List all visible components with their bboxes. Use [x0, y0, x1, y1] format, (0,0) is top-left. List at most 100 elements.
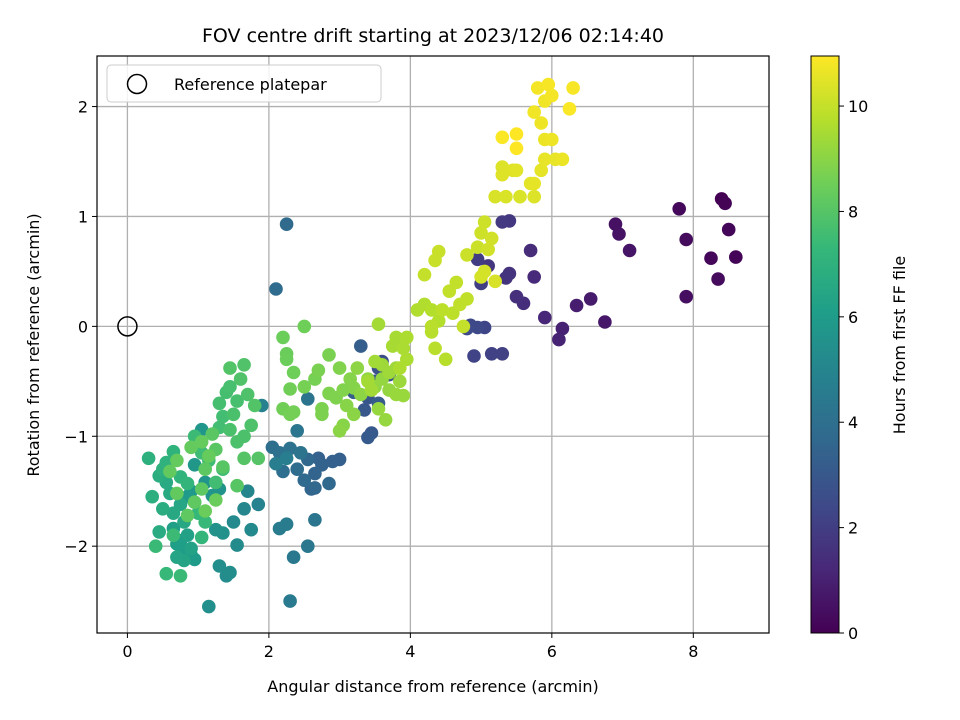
data-point [166, 528, 181, 542]
data-point [499, 189, 513, 204]
data-point [527, 176, 541, 191]
data-point [612, 227, 626, 241]
data-point [223, 380, 237, 394]
data-point [679, 289, 693, 304]
data-point [308, 481, 322, 495]
data-point [562, 102, 577, 116]
x-tick-label: 8 [688, 642, 698, 661]
data-point [424, 319, 439, 334]
data-point [470, 240, 485, 254]
data-point [269, 282, 283, 296]
data-point [194, 530, 209, 545]
y-tick-label: 0 [78, 317, 88, 336]
y-tick-label: 2 [78, 98, 88, 117]
data-point [237, 358, 251, 372]
y-tick-label: −1 [64, 427, 88, 446]
data-point [371, 317, 386, 332]
data-point [322, 348, 336, 362]
data-point [545, 132, 559, 147]
data-point [488, 274, 503, 289]
data-point [569, 298, 584, 313]
data-point [286, 405, 301, 419]
data-point [357, 403, 372, 417]
data-point [396, 341, 411, 356]
data-point [283, 382, 297, 396]
data-point [424, 303, 439, 317]
data-point [509, 163, 524, 178]
data-point [354, 387, 368, 402]
data-point [301, 392, 315, 406]
data-point [180, 476, 195, 491]
data-point [279, 451, 294, 466]
data-point [194, 482, 209, 496]
x-tick-label: 4 [405, 642, 415, 661]
data-point [152, 525, 166, 539]
data-point [438, 352, 453, 367]
data-point [148, 539, 163, 553]
data-point [499, 271, 513, 285]
data-point [279, 352, 294, 367]
data-point [230, 538, 244, 552]
y-tick-label: 1 [78, 207, 88, 226]
data-point [467, 349, 481, 363]
y-axis-label: Rotation from reference (arcmin) [24, 213, 43, 476]
data-point [187, 458, 202, 472]
data-point [251, 451, 266, 466]
colorbar-tick-label: 4 [848, 413, 858, 432]
y-tick-label: −2 [64, 537, 88, 556]
data-point [332, 424, 347, 438]
data-point [449, 275, 464, 290]
data-point [538, 310, 552, 325]
data-point [145, 489, 159, 504]
data-point [566, 81, 580, 95]
data-point [704, 251, 718, 265]
data-point [679, 232, 693, 247]
data-point [286, 550, 301, 564]
data-point [308, 513, 322, 527]
data-point [209, 475, 223, 490]
data-point [456, 319, 471, 334]
data-point [311, 363, 326, 378]
data-point [460, 292, 474, 306]
data-point [223, 361, 237, 375]
data-point [474, 270, 488, 284]
data-point [212, 559, 227, 573]
data-point [545, 88, 559, 103]
x-tick-label: 6 [547, 642, 557, 661]
colorbar-tick-label: 10 [848, 97, 868, 116]
colorbar-label: Hours from first FF file [890, 256, 909, 435]
data-point [484, 347, 499, 361]
data-point [159, 566, 174, 581]
data-point [297, 473, 312, 488]
plot-frame [96, 55, 770, 634]
data-point [509, 289, 524, 304]
data-point [226, 515, 241, 529]
data-point [378, 413, 393, 427]
data-point [470, 252, 485, 267]
data-point [721, 222, 736, 237]
data-point [332, 361, 347, 375]
data-point [216, 460, 230, 474]
data-point [428, 341, 442, 356]
data-point [244, 522, 258, 537]
data-point [322, 476, 336, 491]
data-point [209, 522, 223, 537]
data-point [598, 315, 612, 329]
data-point [523, 243, 538, 258]
data-point [583, 292, 598, 306]
data-point [308, 466, 322, 481]
data-point [170, 453, 184, 468]
reference-marker-layer [117, 316, 138, 337]
data-point [361, 430, 375, 445]
data-point [205, 427, 220, 441]
x-axis-ticks: 0 2 4 6 8 [122, 633, 698, 661]
data-point [527, 105, 541, 119]
data-point [226, 407, 241, 422]
x-tick-label: 0 [122, 642, 132, 661]
data-point [368, 354, 382, 369]
data-point [293, 446, 308, 460]
data-point [202, 599, 216, 614]
data-point [223, 565, 237, 580]
colorbar: 0 2 4 6 8 10 Hours from first FF file [810, 55, 909, 643]
